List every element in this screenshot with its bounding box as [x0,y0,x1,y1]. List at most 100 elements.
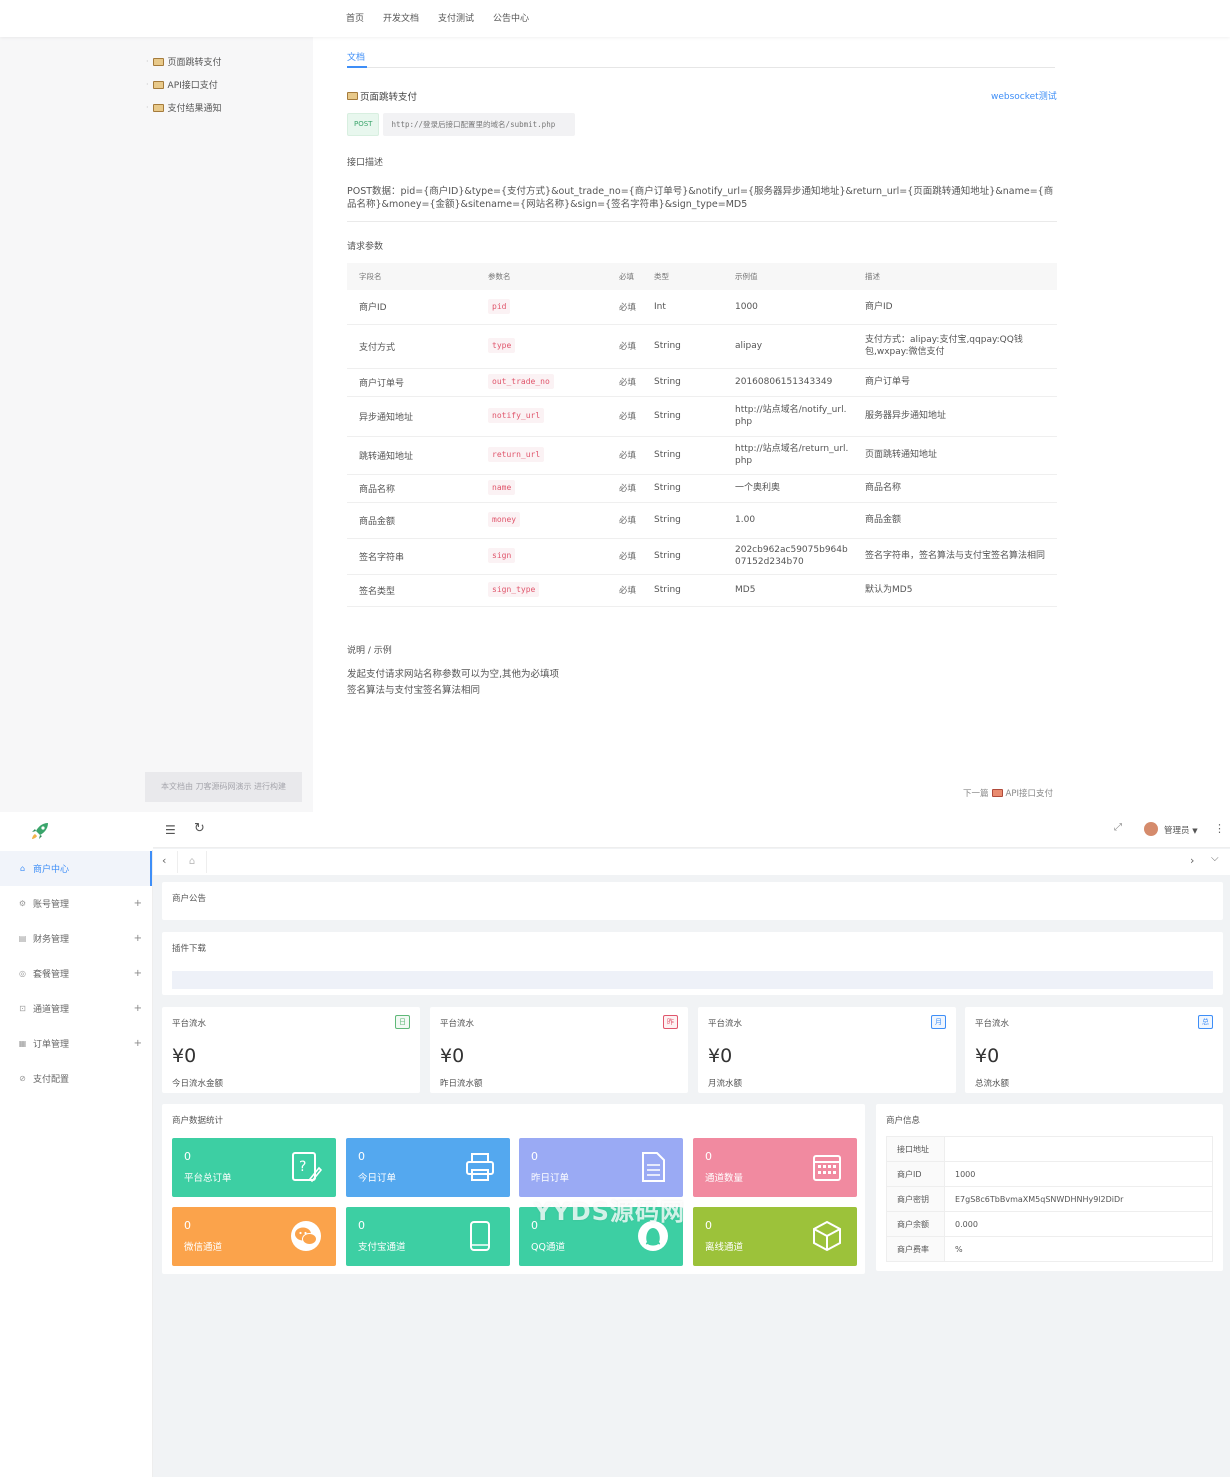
param-example: 一个奥利奥 [723,474,853,503]
menu-label: 支付配置 [33,1075,70,1085]
order-icon: ▦ [18,1039,27,1048]
refresh-icon[interactable]: ↻ [194,821,205,836]
param-field: 支付方式 [347,324,476,369]
rocket-logo-icon[interactable] [30,821,50,841]
note-line: 签名算法与支付宝签名算法相同 [347,685,481,696]
param-type: String [642,368,723,397]
tabs-scroll-left-icon[interactable]: ‹ [162,854,167,867]
sidebar-link-label: 页面跳转支付 [167,58,222,68]
doc-top-nav: 首页 开发文档 支付测试 公告中心 [346,11,529,24]
menu-item-5[interactable]: ⊡ 通道管理 + [0,991,152,1026]
home-icon: ⌂ [19,864,26,873]
next-page-link[interactable]: 下一篇 API接口支付 [963,787,1053,799]
document-icon [642,1152,665,1182]
stat-tile[interactable]: 0 离线通道 [693,1207,857,1266]
tile-value: 0 [705,1219,712,1232]
tile-label: 平台总订单 [184,1173,232,1184]
param-type: String [642,474,723,503]
param-desc: 服务器异步通知地址 [853,396,1057,437]
avatar[interactable] [1144,822,1158,836]
expand-plus-icon[interactable]: + [133,1038,142,1049]
book-icon [347,92,358,100]
book-icon [152,103,164,112]
menu-item-1[interactable]: ⌂ 商户中心 [0,851,152,886]
tabs-scroll-right-icon[interactable]: › [1190,854,1195,867]
param-example: MD5 [723,574,853,607]
tab-home[interactable]: ⌂ [177,851,207,873]
param-required: 必填 [607,436,642,475]
sidebar-link-label: API接口支付 [167,81,218,91]
sidebar-link-page-jump[interactable]: · 页面跳转支付 [146,55,222,68]
tile-label: QQ通道 [531,1242,565,1253]
menu-item-6[interactable]: ▦ 订单管理 + [0,1026,152,1061]
menu-item-3[interactable]: ▤ 财务管理 + [0,921,152,956]
user-name: 管理员 [1164,826,1190,836]
nav-pay-test[interactable]: 支付测试 [438,14,475,24]
param-type: String [642,324,723,369]
nav-announcements[interactable]: 公告中心 [493,14,530,24]
stat-tile[interactable]: 0 今日订单 [346,1138,510,1197]
tab-divider [347,67,1055,68]
user-menu[interactable]: 管理员 ▼ [1164,824,1198,836]
param-required: 必填 [607,538,642,575]
tile-label: 离线通道 [705,1242,744,1253]
param-name-cell: sign_type [476,574,607,607]
param-name-cell: type [476,324,607,369]
note-line: 发起支付请求网站名称参数可以为空,其他为必填项 [347,669,560,680]
param-type: Int [642,290,723,325]
websocket-test-link[interactable]: websocket测试 [991,92,1057,102]
info-value: E7gS8c6TbBvmaXM5qSNWDHNHy9l2DiDr [944,1186,1213,1212]
nav-home[interactable]: 首页 [346,14,365,24]
plugin-download-bar[interactable] [172,971,1213,989]
sidebar-link-api[interactable]: · API接口支付 [146,78,218,91]
notes-title: 说明 / 示例 [347,646,392,656]
tile-label: 微信通道 [184,1242,223,1253]
calendar-icon [813,1155,841,1181]
param-required: 必填 [607,474,642,503]
params-header-row: 字段名 参数名 必填 类型 示例值 描述 [347,263,1057,290]
menu-item-4[interactable]: ◎ 套餐管理 + [0,956,152,991]
home-icon: ⌂ [188,856,196,867]
stat-tile[interactable]: 0 通道数量 [693,1138,857,1197]
channel-icon: ⊡ [19,1004,26,1013]
menu-item-7[interactable]: ⊘ 支付配置 [0,1061,152,1096]
stat-subtitle: 昨日流水额 [440,1079,483,1089]
plugin-title: 插件下载 [172,944,207,954]
info-value: % [944,1236,1213,1262]
menu-item-2[interactable]: ⚙ 账号管理 + [0,886,152,921]
fullscreen-icon[interactable]: ⤢ [1114,822,1122,833]
info-key: 商户密钥 [886,1186,945,1212]
tab-docs[interactable]: 文档 [347,53,366,63]
stat-tile[interactable]: 0 平台总订单? [172,1138,336,1197]
stat-tile[interactable]: 0 微信通道 [172,1207,336,1266]
merchant-data-card: 商户数据统计 0 平台总订单? 0 今日订单 0 昨日订单 0 通道数量 0 微信通道 0 支付宝通道… [162,1104,865,1274]
stat-tile[interactable]: 0 支付宝通道 [346,1207,510,1266]
doc-heading-text: 页面跳转支付 [360,92,418,103]
tile-label: 通道数量 [705,1173,744,1184]
nav-dev-docs[interactable]: 开发文档 [383,14,420,24]
notice-title: 商户公告 [172,894,207,904]
expand-plus-icon[interactable]: + [133,898,142,909]
tile-value: 0 [184,1150,191,1163]
tabs-menu-chevron-icon[interactable]: ⌵ [1211,853,1219,864]
param-type: String [642,574,723,607]
stat-tile[interactable]: 0 昨日订单 [519,1138,683,1197]
expand-plus-icon[interactable]: + [133,1003,142,1014]
post-data-text: POST数据：pid={商户ID}&type={支付方式}&out_trade_… [347,185,1057,222]
expand-plus-icon[interactable]: + [133,968,142,979]
param-name: sign_type [488,582,540,597]
more-vertical-icon[interactable]: ⋮ [1214,822,1225,835]
tile-value: 0 [184,1219,191,1232]
tile-label: 今日订单 [358,1173,397,1184]
expand-plus-icon[interactable]: + [133,933,142,944]
sidebar-link-label: 支付结果通知 [167,104,222,114]
menu-label: 账号管理 [33,900,70,910]
stat-tile[interactable]: 0 QQ通道 [519,1207,683,1266]
sidebar-link-notify[interactable]: · 支付结果通知 [146,101,222,114]
param-field: 跳转通知地址 [347,436,476,475]
merchant-info-table: 接口地址 商户ID 1000 商户密钥 E7gS8c6TbBvmaXM5qSNWDHNH… [886,1136,1213,1262]
stat-period-badge: 月 [931,1015,946,1029]
menu-toggle-icon[interactable]: ☰ [165,823,176,837]
tile-value: 0 [531,1150,538,1163]
param-name-cell: return_url [476,436,607,475]
